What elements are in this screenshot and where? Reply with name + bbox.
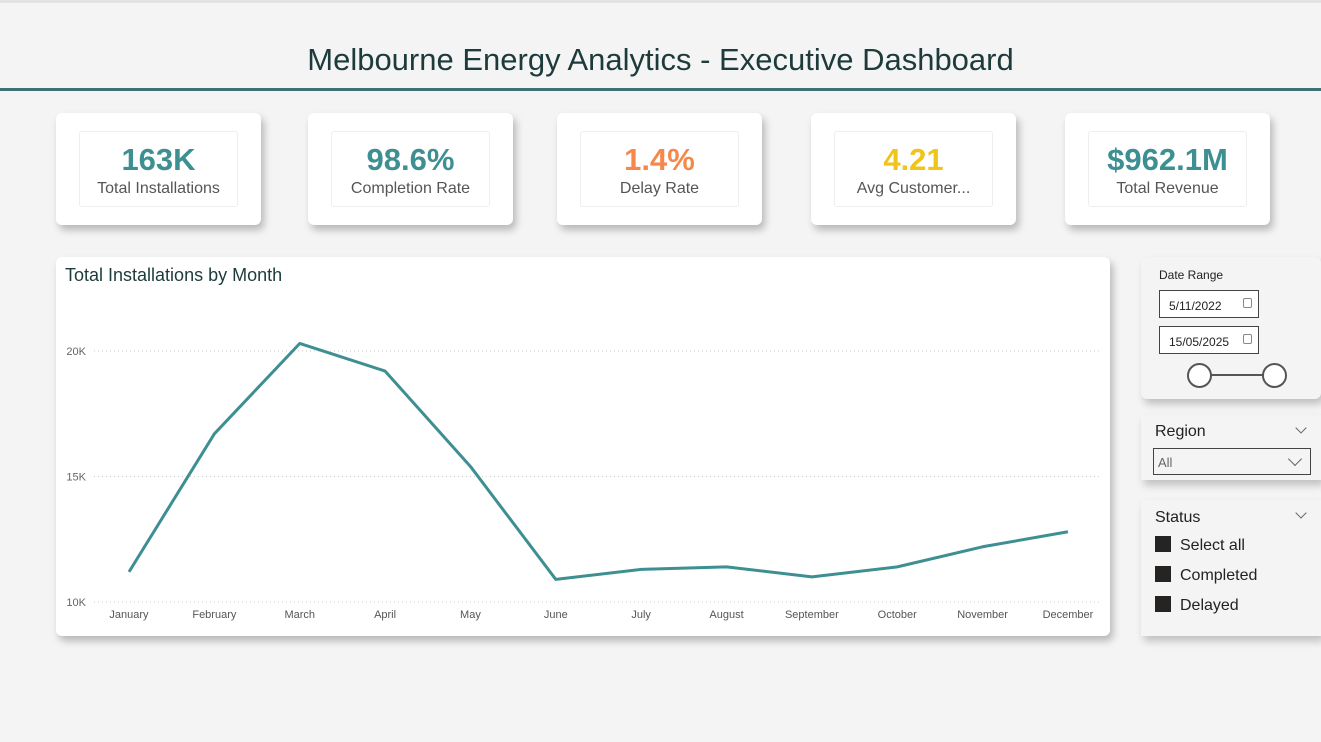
kpi-inner: 163K Total Installations (79, 131, 238, 207)
data-point-july[interactable] (636, 564, 646, 574)
top-border (0, 0, 1321, 3)
x-tick-label: July (631, 609, 651, 621)
kpi-card: 163K Total Installations (56, 113, 261, 225)
date-slider-end-handle[interactable] (1262, 363, 1287, 388)
x-tick-label: April (374, 609, 396, 621)
kpi-label: Completion Rate (350, 180, 471, 197)
checkbox[interactable] (1155, 536, 1171, 552)
kpi-inner: 1.4% Delay Rate (580, 131, 739, 207)
checkbox[interactable] (1155, 596, 1171, 612)
collapse-chevron-icon[interactable] (1295, 422, 1307, 434)
kpi-card: $962.1M Total Revenue (1065, 113, 1270, 225)
chevron-down-icon (1287, 451, 1303, 467)
x-tick-label: October (878, 609, 917, 621)
region-dropdown[interactable]: All (1153, 448, 1311, 475)
checkbox[interactable] (1155, 566, 1171, 582)
installations-line-chart: 10K 15K 20K January February March April May Jun… (66, 338, 1100, 621)
title-divider (0, 88, 1321, 91)
data-point-november[interactable] (978, 542, 988, 552)
y-tick-label: 10K (66, 597, 86, 609)
kpi-value: $962.1M (1107, 142, 1228, 177)
date-slider-start-handle[interactable] (1187, 363, 1212, 388)
y-tick-label: 15K (66, 472, 86, 484)
kpi-value: 98.6% (366, 142, 455, 177)
data-point-december[interactable] (1063, 527, 1073, 537)
kpi-card: 4.21 Avg Customer... (811, 113, 1016, 225)
data-point-april[interactable] (380, 366, 390, 376)
calendar-icon[interactable] (1243, 298, 1252, 308)
status-slicer: Status Select all Completed Delayed (1141, 500, 1321, 636)
status-option-select-all[interactable]: Select all (1155, 536, 1245, 555)
data-point-january[interactable] (124, 567, 134, 577)
date-slider-track (1199, 374, 1274, 376)
kpi-label: Total Installations (97, 180, 220, 197)
kpi-label: Avg Customer... (856, 180, 971, 197)
kpi-inner: 98.6% Completion Rate (331, 131, 490, 207)
status-option-delayed[interactable]: Delayed (1155, 596, 1239, 615)
x-tick-label: March (284, 609, 315, 621)
kpi-value: 163K (121, 142, 196, 177)
installations-chart-card: Total Installations by Month 10K 15K 20K Ja… (56, 257, 1110, 636)
collapse-chevron-icon[interactable] (1295, 507, 1307, 519)
kpi-inner: 4.21 Avg Customer... (834, 131, 993, 207)
page-title: Melbourne Energy Analytics - Executive D… (307, 42, 1014, 77)
kpi-label: Total Revenue (1116, 180, 1219, 197)
x-tick-label: June (544, 609, 568, 621)
region-label: Region (1155, 423, 1206, 440)
region-slicer: Region All (1141, 415, 1321, 480)
data-point-february[interactable] (209, 429, 219, 439)
start-date-input[interactable]: 5/11/2022 (1159, 290, 1259, 318)
x-tick-label: September (785, 609, 839, 621)
data-point-september[interactable] (807, 572, 817, 582)
calendar-icon[interactable] (1243, 334, 1252, 344)
end-date-input[interactable]: 15/05/2025 (1159, 326, 1259, 354)
x-tick-label: December (1043, 609, 1094, 621)
data-point-june[interactable] (551, 574, 561, 584)
kpi-value: 1.4% (624, 142, 695, 177)
x-tick-label: January (109, 609, 149, 621)
date-range-label: Date Range (1159, 268, 1224, 282)
kpi-value: 4.21 (883, 142, 944, 177)
kpi-card: 1.4% Delay Rate (557, 113, 762, 225)
region-selected-value: All (1158, 455, 1173, 470)
x-tick-label: August (709, 609, 743, 621)
status-label: Status (1155, 509, 1201, 526)
start-date-value: 5/11/2022 (1169, 299, 1222, 313)
x-tick-label: May (460, 609, 481, 621)
data-point-august[interactable] (722, 562, 732, 572)
option-label: Select all (1180, 537, 1245, 554)
status-option-completed[interactable]: Completed (1155, 566, 1257, 585)
series-line (127, 341, 1069, 581)
chart-title: Total Installations by Month (65, 265, 283, 285)
y-tick-label: 20K (66, 346, 86, 358)
data-point-october[interactable] (892, 562, 902, 572)
kpi-inner: $962.1M Total Revenue (1088, 131, 1247, 207)
kpi-label: Delay Rate (619, 180, 700, 197)
data-point-march[interactable] (295, 338, 305, 348)
kpi-card: 98.6% Completion Rate (308, 113, 513, 225)
date-range-slicer: Date Range 5/11/2022 15/05/2025 (1141, 257, 1321, 399)
option-label: Completed (1180, 567, 1258, 584)
data-point-may[interactable] (465, 461, 475, 471)
option-label: Delayed (1180, 597, 1239, 614)
x-tick-label: November (957, 609, 1008, 621)
x-tick-label: February (192, 609, 237, 621)
end-date-value: 15/05/2025 (1169, 335, 1230, 349)
